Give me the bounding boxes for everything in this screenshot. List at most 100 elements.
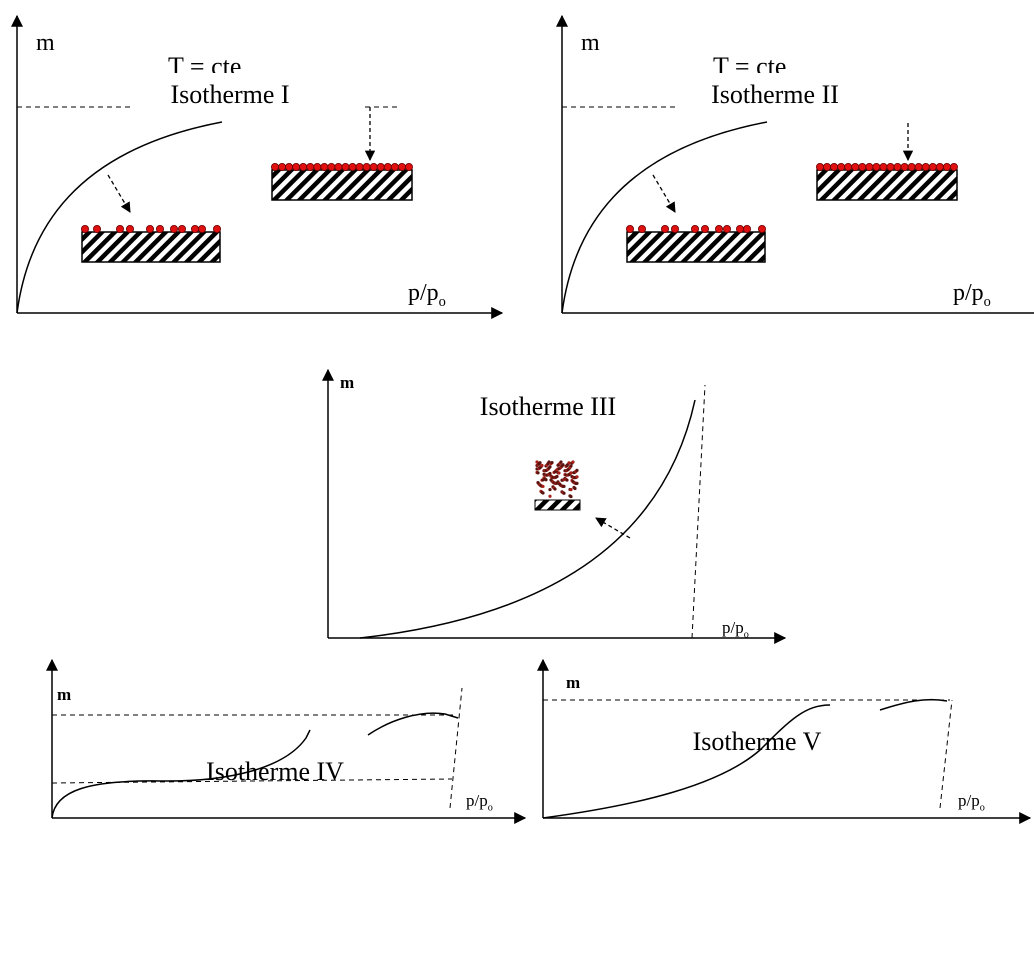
adsorbed-molecule [907,162,916,171]
adsorbed-molecule [177,224,186,233]
adsorbed-molecule [830,162,839,171]
isotherm-curve [542,704,831,819]
adsorbed-molecule [928,162,937,171]
substrate [534,499,581,511]
adsorbed-molecule [575,481,579,485]
adsorbed-molecule [197,224,206,233]
adsorbed-molecule [758,224,767,233]
isotherm-curve [16,121,223,314]
adsorbed-molecule [334,162,343,171]
adsorbed-molecule [355,162,364,171]
adsorbed-molecule [348,162,357,171]
x-axis-label-main: p/p [408,280,439,306]
adsorbed-molecule [285,162,294,171]
adsorbed-molecule [306,162,315,171]
x-axis-label-sub: o [439,294,446,310]
adsorbed-molecule [723,224,732,233]
adsorbed-molecule [555,481,559,485]
x-axis-label: p/po [958,791,985,813]
panel-title: Isotherme III [480,392,616,421]
adsorbed-molecule [844,162,853,171]
x-axis-label-main: p/p [466,791,488,810]
adsorbed-molecule [369,162,378,171]
title-background [695,73,855,113]
isotherm-curve [561,121,768,314]
adsorbed-molecule [553,487,557,491]
panel-title: Isotherme I [170,80,289,109]
adsorbed-molecule [715,224,724,233]
adsorbed-molecule [557,471,561,475]
x-axis-label: p/po [953,280,991,310]
adsorbed-molecule [145,224,154,233]
adsorbed-molecule [93,224,102,233]
y-axis-label: m [566,673,580,692]
adsorbed-molecule [212,224,221,233]
adsorbed-molecule [567,461,571,465]
title-background [150,73,310,113]
adsorbed-molecule [548,494,552,498]
adsorbed-molecule [541,491,545,495]
adsorbed-molecule [701,224,710,233]
adsorbed-molecule [313,162,322,171]
adsorbed-molecule [851,162,860,171]
adsorbed-molecule [292,162,301,171]
adsorbed-molecule [900,162,909,171]
y-axis-label: m [340,373,354,392]
adsorbed-molecule [541,484,545,489]
dashed-arrow [652,174,676,213]
panel-title: Isotherme II [711,80,839,109]
adsorbed-molecule [548,487,552,492]
adsorbed-molecule [942,162,951,171]
x-axis-label-main: p/p [953,280,984,306]
adsorbed-molecule [397,162,406,171]
adsorbed-molecule [550,460,554,465]
adsorbed-molecule [823,162,832,171]
adsorbed-molecule [743,224,752,233]
adsorbed-molecule [573,486,577,491]
substrate [81,231,221,263]
adsorbed-molecule [155,224,164,233]
adsorbed-molecule [270,162,279,171]
adsorbed-molecule [893,162,902,171]
x-axis-label: p/po [722,618,749,640]
adsorbed-molecule [661,224,670,233]
x-axis-label-sub: o [980,802,985,813]
adsorbed-molecule [638,224,647,233]
adsorbed-molecule [571,460,575,464]
substrate [626,231,766,263]
adsorbed-molecule [126,224,135,233]
adsorbed-molecule [540,463,544,468]
adsorbed-molecule [81,224,90,233]
adsorbed-molecule [626,224,635,233]
adsorbed-molecule [569,488,573,492]
adsorbed-molecule [921,162,930,171]
adsorbed-molecule [562,484,566,488]
adsorbed-molecule [559,460,563,464]
dashed-line [449,687,463,809]
y-axis-label: m [581,30,600,56]
adsorbed-molecule [169,224,178,233]
adsorbed-molecule [935,162,944,171]
adsorbed-molecule [390,162,399,171]
adsorbed-molecule [565,478,569,482]
adsorbed-molecule [376,162,385,171]
adsorbed-molecule [949,162,958,171]
adsorbed-molecule [278,162,287,171]
adsorbed-molecule [116,224,125,233]
y-axis-label: m [57,685,71,704]
adsorbed-molecule [555,474,559,479]
x-axis-label: p/po [466,791,493,813]
adsorbed-molecule [299,162,308,171]
adsorbed-molecule [535,460,539,464]
adsorbed-molecule [190,224,199,233]
adsorbed-molecule [569,494,573,499]
substrate [271,169,413,201]
adsorbed-molecule [569,471,573,475]
x-axis-label-sub: o [744,629,749,640]
adsorbed-molecule [736,224,745,233]
adsorbed-molecule [561,463,565,467]
adsorbed-molecule [879,162,888,171]
adsorbed-molecule [837,162,846,171]
x-axis-label: p/po [408,280,446,310]
